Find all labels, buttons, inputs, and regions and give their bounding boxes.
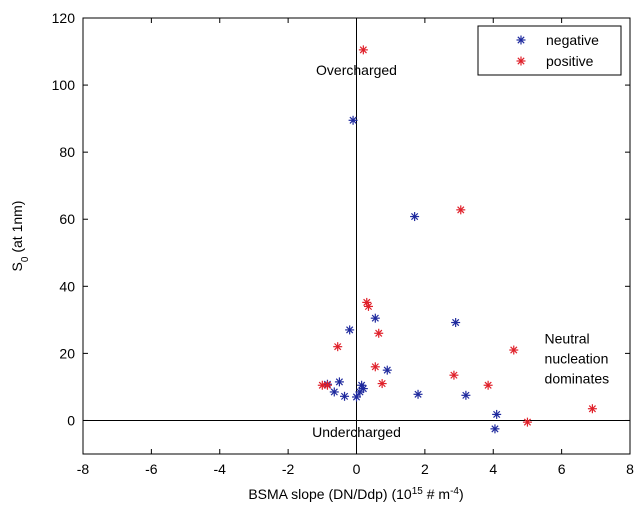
series-positive (317, 45, 597, 427)
point-negative (410, 212, 420, 222)
point-negative (355, 387, 365, 397)
axis-ticks (82, 17, 631, 454)
legend-marker-negative (516, 35, 526, 45)
point-positive (377, 379, 387, 389)
legend-box (477, 25, 622, 76)
y-axis-label-sub: 0 (20, 256, 31, 262)
point-negative (492, 409, 502, 419)
x-axis-label-sup2: -4 (450, 486, 459, 497)
point-positive (317, 380, 327, 390)
x-tick-label: -2 (282, 461, 295, 477)
annotation: Neutral (545, 330, 590, 346)
x-axis-label-end: ) (459, 486, 464, 502)
annotation: Undercharged (312, 424, 401, 440)
x-tick-label: 8 (626, 461, 634, 477)
y-axis-label: S0 (at 1nm) (9, 201, 31, 272)
point-negative (370, 313, 380, 323)
point-negative (461, 390, 471, 400)
point-negative (340, 391, 350, 401)
x-tick-label: 6 (558, 461, 566, 477)
point-positive (522, 417, 532, 427)
point-positive (456, 205, 466, 215)
annotations: Overcharged Undercharged Neutral nucleation… (312, 62, 609, 440)
annotation: Overcharged (316, 62, 397, 78)
y-axis-label-end: (at 1nm) (9, 201, 25, 257)
point-negative (329, 387, 339, 397)
point-positive (322, 380, 332, 390)
x-tick-label: -8 (77, 461, 90, 477)
x-axis-label-mid: # m (423, 486, 450, 502)
point-positive (509, 345, 519, 355)
point-negative (345, 325, 355, 335)
legend: negative positive (477, 25, 622, 76)
y-tick-label: 0 (67, 412, 75, 428)
y-axis-label-main: S (9, 262, 25, 271)
point-negative (334, 377, 344, 387)
legend-label-negative: negative (546, 32, 599, 48)
x-tick-label: 4 (489, 461, 497, 477)
x-tick-label: 0 (353, 461, 361, 477)
point-negative (382, 365, 392, 375)
point-positive (363, 301, 373, 311)
y-tick-label: 60 (59, 211, 75, 227)
point-positive (449, 370, 459, 380)
point-negative (352, 392, 361, 402)
y-tick-label: 80 (59, 144, 75, 160)
point-negative (348, 115, 358, 125)
point-negative (490, 424, 500, 434)
reference-lines (83, 18, 630, 454)
data-points (317, 45, 597, 434)
annotation: nucleation (545, 350, 609, 366)
y-tick-label: 120 (52, 10, 76, 26)
point-positive (587, 404, 597, 414)
point-positive (358, 45, 368, 55)
x-axis-label-sup1: 15 (412, 486, 424, 497)
point-positive (333, 342, 343, 352)
x-tick-label: -4 (214, 461, 227, 477)
point-positive (483, 380, 493, 390)
point-positive (370, 362, 380, 372)
point-negative (451, 318, 461, 328)
x-tick-label: 2 (421, 461, 429, 477)
legend-label-positive: positive (546, 53, 594, 69)
x-axis-label-main: BSMA slope (DN/Ddp) (10 (248, 486, 412, 502)
y-tick-label: 40 (59, 278, 75, 294)
y-tick-label: 100 (52, 77, 76, 93)
legend-marker-positive (516, 56, 526, 66)
point-positive (374, 328, 384, 338)
y-tick-label: 20 (59, 345, 75, 361)
x-axis-label: BSMA slope (DN/Ddp) (1015 # m-4) (248, 486, 463, 503)
x-tick-label: -6 (145, 461, 158, 477)
point-negative (413, 389, 423, 399)
annotation: dominates (545, 371, 610, 387)
